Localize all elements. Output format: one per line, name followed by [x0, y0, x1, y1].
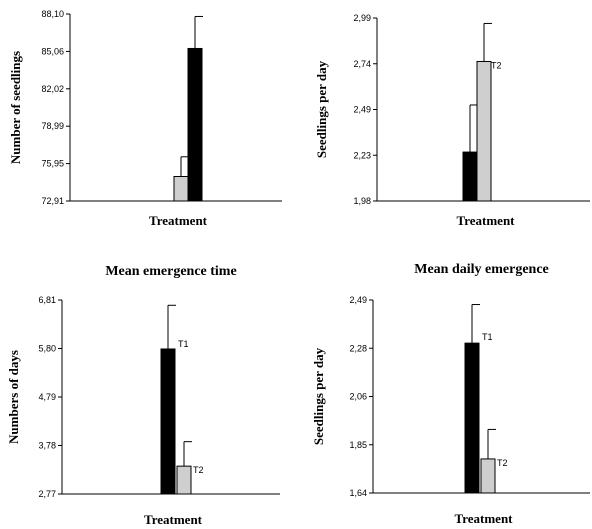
- bar-label-t2: T2: [190, 164, 201, 174]
- bar-label-t2: T2: [193, 465, 204, 475]
- bar-t2: [173, 176, 189, 202]
- y-axis-label: Number of seedlings: [8, 51, 23, 164]
- x-axis-label: Treatment: [149, 213, 208, 228]
- bar-label-t2: T2: [497, 458, 508, 468]
- y-tick-label: 3,78: [38, 441, 56, 451]
- chart-title: Mean emergence time: [105, 264, 236, 279]
- x-axis-label: Treatment: [455, 511, 514, 526]
- y-tick-label: 2,99: [353, 13, 371, 23]
- bar-t2: [480, 458, 496, 494]
- bar-t1: [187, 47, 203, 202]
- chart-panel-4: Mean daily emergence 1,64 1,85 2,06 2,28 2,49…: [311, 262, 590, 526]
- bar-label-t1: T1: [482, 332, 493, 342]
- y-tick-label: 1,64: [349, 488, 367, 498]
- chart-title: Mean daily emergence: [414, 262, 549, 277]
- y-tick-label: 2,74: [353, 59, 371, 69]
- y-tick-label: 75,95: [41, 159, 64, 169]
- y-tick-label: 2,77: [38, 489, 56, 499]
- y-axis-label: Seedlings per day: [311, 347, 326, 445]
- x-axis-label: Treatment: [144, 512, 203, 527]
- bar-t1: [464, 342, 480, 494]
- bar-t1: [462, 151, 478, 202]
- y-tick-label: 2,28: [349, 343, 367, 353]
- x-axis-label: Treatment: [457, 213, 516, 228]
- y-tick-label: 4,79: [38, 392, 56, 402]
- y-tick-label: 5,80: [38, 344, 56, 354]
- y-tick-label: 2,06: [349, 392, 367, 402]
- bar-t2: [476, 60, 492, 202]
- y-tick-label: 2,49: [349, 295, 367, 305]
- y-tick-label: 78,99: [41, 121, 64, 131]
- y-tick-label: 1,85: [349, 440, 367, 450]
- chart-panel-2: 1,98 2,23 2,49 2,74 2,99 Seedlings per day Tre…: [314, 13, 590, 228]
- y-tick-label: 2,49: [353, 105, 371, 115]
- y-tick-label: 82,02: [41, 84, 64, 94]
- y-tick-label: 85,06: [41, 46, 64, 56]
- y-axis-label: Numbers of days: [6, 350, 21, 444]
- y-axis-label: Seedlings per day: [314, 60, 329, 158]
- y-tick-label: 6,81: [38, 295, 56, 305]
- chart-panel-1: 72,91 75,95 78,99 82,02 85,06 88,10 Number of …: [8, 9, 282, 228]
- bar-label-t1: T1: [178, 339, 189, 349]
- bar-t2: [176, 465, 192, 495]
- bar-label-t2: T2: [491, 60, 502, 70]
- y-tick-label: 2,23: [353, 150, 371, 160]
- y-tick-label: 1,98: [353, 196, 371, 206]
- y-tick-label: 88,10: [41, 9, 64, 19]
- chart-panel-3: Mean emergence time 2,77 3,78 4,79 5,80 6,81 N…: [6, 264, 280, 527]
- y-tick-label: 72,91: [41, 196, 64, 206]
- bar-t1: [160, 348, 176, 495]
